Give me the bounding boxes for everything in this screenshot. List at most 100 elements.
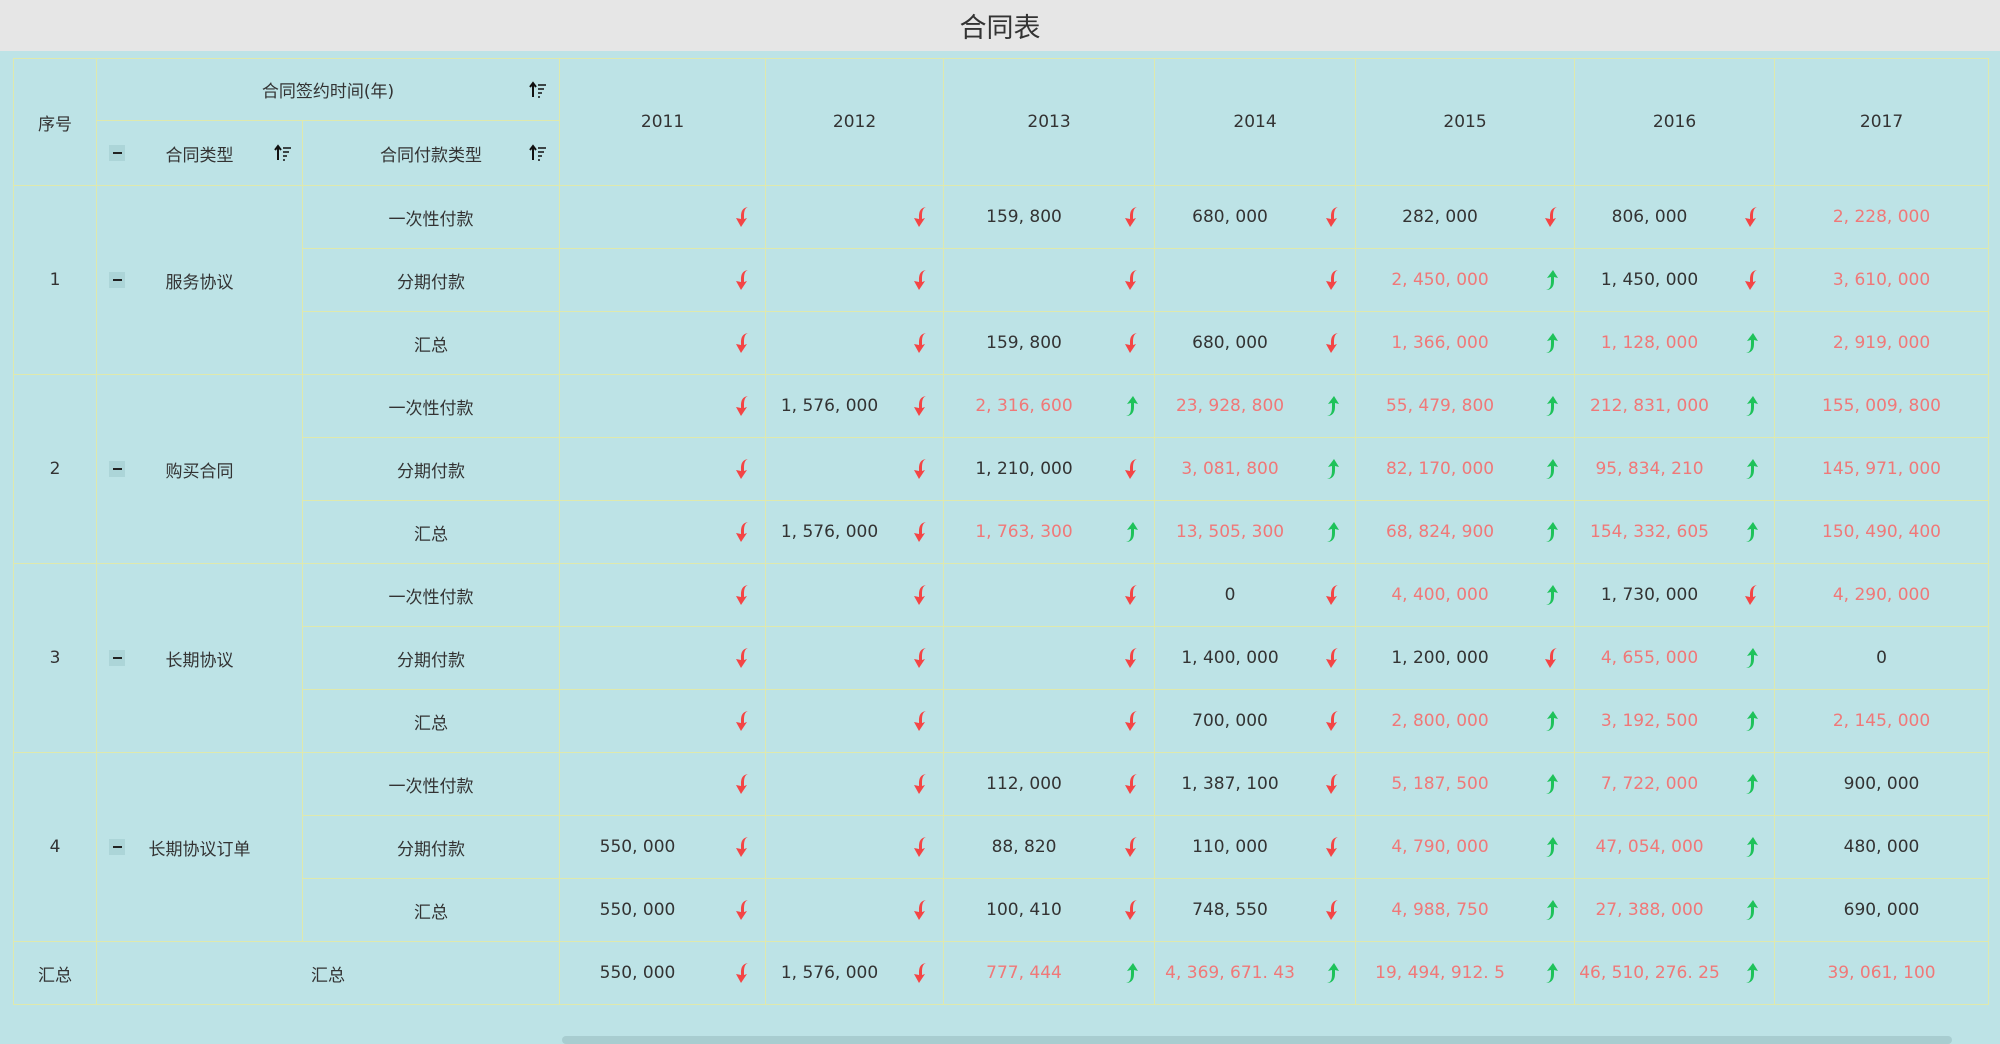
trend-down-arrow-icon <box>1125 585 1138 605</box>
collapse-group-button[interactable] <box>109 461 125 477</box>
value-cell: 550, 000 <box>559 941 767 1005</box>
trend-down-arrow-icon <box>914 585 927 605</box>
total-row: 汇总 汇总 550, 000 1, 576, 000 777, 444 4, 369, 6… <box>13 941 1990 1005</box>
trend-down-arrow-icon <box>914 837 927 857</box>
trend-down-arrow-icon <box>1125 900 1138 920</box>
payment-type-cell: 一次性付款 <box>301 563 561 627</box>
value-cell <box>765 689 945 753</box>
header-year-2012: 2012 <box>765 58 945 186</box>
value-cell: 1, 128, 000 <box>1574 311 1776 375</box>
value-cell <box>765 563 945 627</box>
value-cell: 47, 054, 000 <box>1574 815 1776 879</box>
contract-type-cell: 购买合同 <box>96 374 303 564</box>
value-cell: 690, 000 <box>1774 878 1990 942</box>
cell-value: 550, 000 <box>599 963 676 983</box>
cell-value: 550, 000 <box>599 837 676 857</box>
payment-type-cell: 汇总 <box>301 500 561 564</box>
value-cell: 1, 763, 300 <box>943 500 1156 564</box>
value-cell <box>559 563 767 627</box>
trend-down-arrow-icon <box>914 711 927 731</box>
cell-value: 1, 576, 000 <box>780 963 879 983</box>
trend-down-arrow-icon <box>1125 774 1138 794</box>
cell-value: 1, 576, 000 <box>780 522 879 542</box>
collapse-group-button[interactable] <box>109 650 125 666</box>
value-cell: 13, 505, 300 <box>1154 500 1357 564</box>
cell-value: 480, 000 <box>1843 837 1920 857</box>
cell-value: 155, 009, 800 <box>1822 396 1941 416</box>
value-cell <box>559 185 767 249</box>
value-cell: 480, 000 <box>1774 815 1990 879</box>
trend-down-arrow-icon <box>1745 585 1758 605</box>
header-payment-type-label: 合同付款类型 <box>380 145 482 166</box>
table-row: 1 服务协议 一次性付款 159, 800 680, 000 282, 000 806, 0… <box>13 185 1990 375</box>
payment-type-cell: 汇总 <box>301 311 561 375</box>
sort-icon[interactable] <box>529 144 547 162</box>
value-cell: 159, 800 <box>943 311 1156 375</box>
row-index: 3 <box>13 563 97 753</box>
horizontal-scrollbar[interactable] <box>562 1036 1952 1044</box>
value-cell: 806, 000 <box>1574 185 1776 249</box>
trend-up-arrow-icon <box>1546 333 1559 353</box>
cell-value: 212, 831, 000 <box>1590 396 1709 416</box>
trend-up-arrow-icon <box>1327 963 1340 983</box>
cell-value: 46, 510, 276. 25 <box>1579 963 1720 983</box>
value-cell: 7, 722, 000 <box>1574 752 1776 816</box>
value-cell: 3, 081, 800 <box>1154 437 1357 501</box>
value-cell: 1, 450, 000 <box>1574 248 1776 312</box>
cell-value: 1, 128, 000 <box>1600 333 1699 353</box>
cell-value: 680, 000 <box>1192 333 1268 353</box>
header-payment-type: 合同付款类型 <box>301 120 561 186</box>
trend-down-arrow-icon <box>1545 648 1558 668</box>
value-cell <box>765 248 945 312</box>
trend-up-arrow-icon <box>1126 963 1139 983</box>
value-cell: 112, 000 <box>943 752 1156 816</box>
value-cell: 68, 824, 900 <box>1355 500 1576 564</box>
value-cell: 95, 834, 210 <box>1574 437 1776 501</box>
table-row: 汇总 700, 000 2, 800, 000 3, 192, 500 2, 145, … <box>14 689 1990 753</box>
cell-value: 100, 410 <box>986 900 1062 920</box>
trend-down-arrow-icon <box>1326 270 1339 290</box>
cell-value: 4, 655, 000 <box>1600 648 1699 668</box>
cell-value: 1, 763, 300 <box>975 522 1073 542</box>
cell-value: 4, 369, 671. 43 <box>1165 963 1295 983</box>
collapse-group-button[interactable] <box>109 272 125 288</box>
cell-value: 1, 366, 000 <box>1391 333 1489 353</box>
sort-icon[interactable] <box>529 80 547 99</box>
trend-up-arrow-icon <box>1746 396 1759 416</box>
payment-type-cell: 分期付款 <box>301 437 561 501</box>
trend-down-arrow-icon <box>914 207 927 227</box>
cell-value: 2, 145, 000 <box>1832 711 1931 731</box>
trend-up-arrow-icon <box>1546 711 1559 731</box>
value-cell: 1, 210, 000 <box>943 437 1156 501</box>
value-cell <box>765 815 945 879</box>
cell-value: 82, 170, 000 <box>1385 459 1495 479</box>
sort-icon[interactable] <box>274 144 292 162</box>
trend-down-arrow-icon <box>736 459 749 479</box>
trend-up-arrow-icon <box>1546 270 1559 290</box>
header-index: 序号 <box>13 58 97 186</box>
value-cell: 680, 000 <box>1154 185 1357 249</box>
trend-down-arrow-icon <box>1326 774 1339 794</box>
table-row: 汇总 1, 576, 000 1, 763, 300 13, 505, 300 68, … <box>14 500 1990 564</box>
cell-value: 1, 210, 000 <box>975 459 1073 479</box>
trend-down-arrow-icon <box>736 963 749 983</box>
cell-value: 23, 928, 800 <box>1175 396 1285 416</box>
value-cell <box>559 626 767 690</box>
value-cell: 282, 000 <box>1355 185 1576 249</box>
value-cell <box>559 248 767 312</box>
value-cell: 0 <box>1774 626 1990 690</box>
collapse-all-button[interactable] <box>109 145 125 161</box>
table-row: 2 购买合同 一次性付款 1, 576, 000 2, 316, 600 23, 928,… <box>13 374 1990 564</box>
cell-value: 0 <box>1224 585 1236 605</box>
cell-value: 39, 061, 100 <box>1827 963 1936 983</box>
value-cell: 55, 479, 800 <box>1355 374 1576 438</box>
row-index: 4 <box>13 752 97 942</box>
header-year-2015: 2015 <box>1355 58 1576 186</box>
value-cell <box>943 248 1156 312</box>
value-cell: 4, 290, 000 <box>1774 563 1990 627</box>
value-cell <box>765 878 945 942</box>
cell-value: 154, 332, 605 <box>1590 522 1709 542</box>
cell-value: 150, 490, 400 <box>1822 522 1941 542</box>
collapse-group-button[interactable] <box>109 839 125 855</box>
value-cell: 2, 919, 000 <box>1774 311 1990 375</box>
